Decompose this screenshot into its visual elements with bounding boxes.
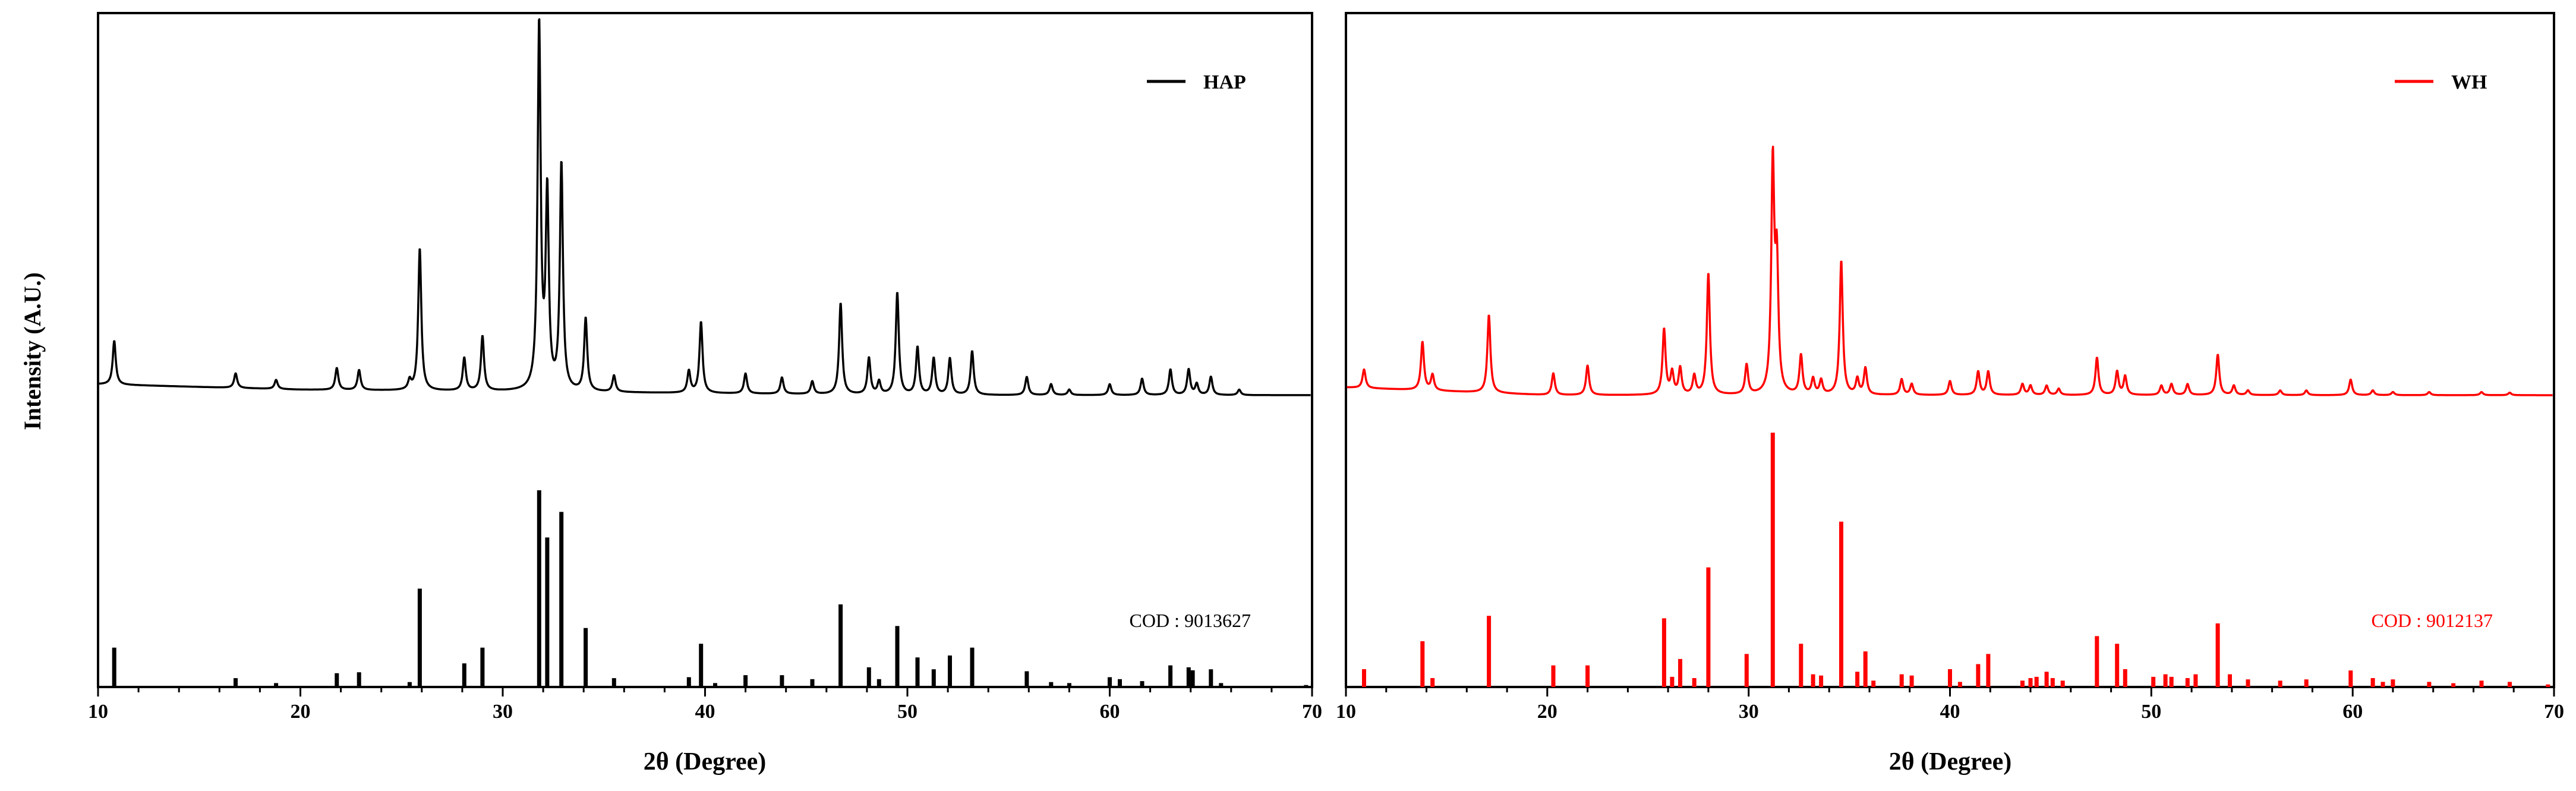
x-tick-label: 40 [1940, 701, 1960, 723]
x-axis-ticks: 10 20 30 40 50 60 70 [1336, 687, 2564, 723]
x-tick-label: 10 [88, 701, 108, 723]
x-tick-label: 40 [695, 701, 715, 723]
legend-label-wh: WH [2451, 71, 2487, 93]
wh-pattern [1346, 146, 2553, 396]
reference-label: COD : 9013627 [1130, 610, 1251, 631]
y-axis-label: Intensity (A.U.) [19, 272, 46, 430]
x-tick-label: 20 [291, 701, 311, 723]
pattern-line [1346, 146, 2553, 396]
hap-pattern [98, 18, 1311, 396]
x-tick-label: 60 [1100, 701, 1120, 723]
x-tick-label: 20 [1537, 701, 1557, 723]
x-tick-label: 60 [2342, 701, 2363, 723]
hap-reference-sticks [112, 490, 1309, 687]
x-axis-label: 2θ (Degree) [644, 748, 767, 776]
panel-wh: 10 20 30 40 50 60 70 2θ (Degree) WH COD : 9012… [1336, 12, 2564, 776]
panel-hap: 10 20 30 40 50 60 70 2θ (Degree) HAP COD : 901… [88, 12, 1322, 776]
x-tick-label: 50 [2141, 701, 2161, 723]
legend-label-hap: HAP [1203, 71, 1246, 93]
reference-label: COD : 9012137 [2372, 610, 2493, 631]
x-tick-label: 50 [897, 701, 917, 723]
x-axis-label: 2θ (Degree) [1889, 748, 2012, 776]
x-tick-label: 30 [493, 701, 513, 723]
x-axis-ticks: 10 20 30 40 50 60 70 [88, 687, 1322, 723]
pattern-line [98, 18, 1311, 396]
x-tick-label: 70 [2544, 701, 2564, 723]
x-tick-label: 70 [1302, 701, 1322, 723]
x-tick-label: 10 [1336, 701, 1356, 723]
wh-reference-sticks [1362, 433, 2550, 687]
x-tick-label: 30 [1739, 701, 1759, 723]
